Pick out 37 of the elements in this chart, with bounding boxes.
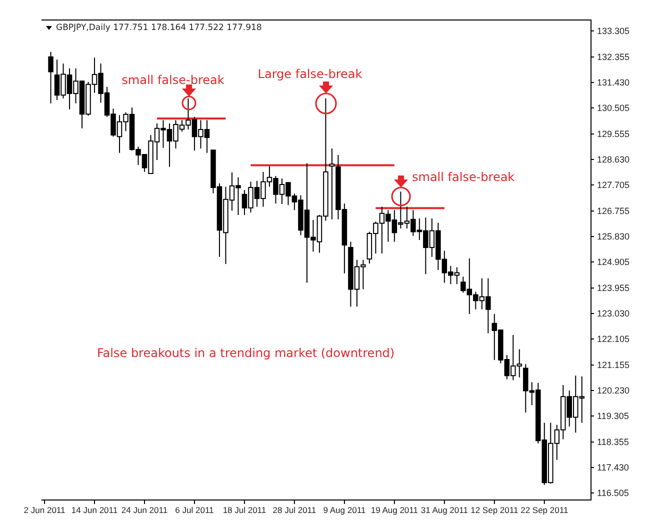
y-tick-label: 128.630 [597, 154, 630, 164]
x-tick-label: 31 Aug 2011 [420, 505, 468, 516]
x-tick-label: 9 Aug 2011 [323, 505, 366, 516]
y-tick-label: 124.905 [597, 256, 630, 267]
x-tick-label: 18 Jul 2011 [222, 505, 266, 516]
x-tick-label: 12 Sep 2011 [470, 505, 518, 516]
annotation: small false-break [412, 170, 515, 184]
y-tick-label: 122.105 [597, 334, 630, 344]
y-tick-label: 132.355 [597, 52, 630, 62]
annotation: Large false-break [258, 67, 362, 81]
y-tick-label: 120.230 [597, 385, 630, 396]
candlestick [48, 51, 54, 104]
annotation: False breakouts in a trending market (downtrend) [97, 346, 395, 360]
chart-title: GBPJPY,Daily 177.751 178.164 177.522 177.918 [56, 23, 262, 33]
candlestick [329, 148, 335, 220]
y-tick-label: 116.505 [597, 488, 629, 498]
y-tick-label: 133.305 [597, 26, 630, 36]
x-tick-label: 2 Jun 2011 [24, 505, 66, 516]
y-tick-label: 118.355 [597, 436, 629, 447]
y-tick-label: 123.955 [597, 282, 630, 293]
y-tick-label: 117.430 [597, 462, 629, 472]
y-tick-label: 130.505 [597, 102, 630, 113]
y-tick-label: 125.830 [597, 231, 630, 242]
y-tick-label: 126.755 [597, 206, 630, 216]
y-tick-label: 119.305 [597, 410, 629, 421]
annotation: small false-break [122, 73, 224, 87]
x-tick-label: 24 Jun 2011 [121, 505, 168, 516]
x-tick-label: 6 Jul 2011 [175, 505, 214, 516]
y-tick-label: 131.430 [597, 77, 630, 88]
x-tick-label: 28 Jul 2011 [272, 505, 316, 516]
x-tick-label: 22 Sep 2011 [520, 505, 568, 516]
y-tick-label: 123.030 [597, 308, 630, 318]
y-tick-label: 127.705 [597, 180, 630, 190]
x-tick-label: 14 Jun 2011 [71, 505, 118, 516]
y-tick-label: 121.155 [597, 360, 630, 370]
y-tick-label: 129.555 [597, 128, 630, 139]
x-tick-label: 19 Aug 2011 [370, 505, 418, 516]
